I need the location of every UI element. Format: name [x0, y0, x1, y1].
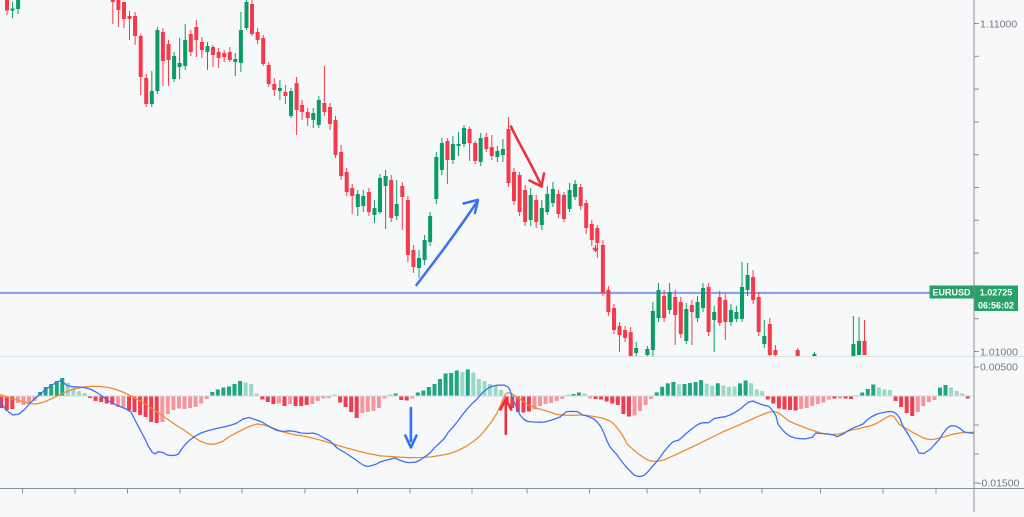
svg-text:EURUSD: EURUSD — [932, 287, 971, 297]
svg-text:0.00500: 0.00500 — [980, 362, 1018, 374]
svg-text:1.11000: 1.11000 — [980, 19, 1017, 31]
svg-text:-0.01500: -0.01500 — [978, 478, 1020, 490]
svg-text:1.01000: 1.01000 — [980, 347, 1018, 359]
svg-text:06:56:02: 06:56:02 — [978, 300, 1014, 310]
svg-text:1.02725: 1.02725 — [980, 287, 1013, 297]
